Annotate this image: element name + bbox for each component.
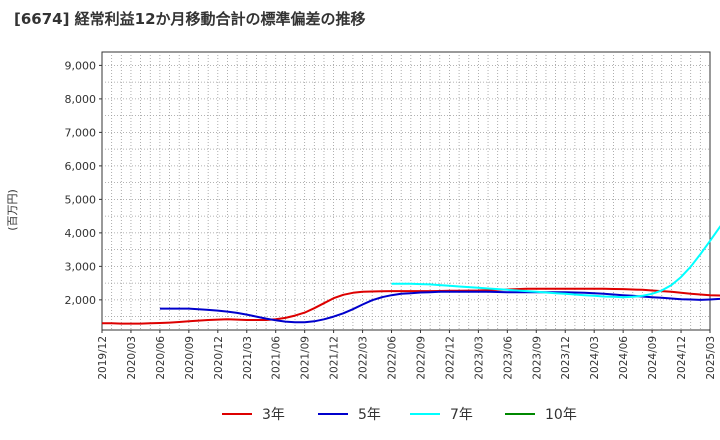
- y-tick-label: 4,000: [65, 227, 97, 240]
- x-tick-label: 2022/06: [387, 336, 399, 380]
- y-tick-label: 3,000: [65, 260, 97, 273]
- x-tick-label: 2023/09: [531, 336, 543, 380]
- x-tick-label: 2025/03: [705, 336, 717, 380]
- x-tick-label: 2021/12: [329, 336, 341, 380]
- x-tick-label: 2020/06: [155, 336, 167, 380]
- legend-item-10y: 10年: [505, 404, 577, 424]
- y-tick-label: 7,000: [65, 126, 97, 139]
- x-tick-label: 2019/12: [97, 336, 109, 380]
- legend-label-5y: 5年: [358, 407, 381, 423]
- legend-swatch-10y: [505, 413, 535, 415]
- legend-item-7y: 7年: [410, 404, 473, 424]
- series-line-3年: [102, 287, 720, 325]
- y-tick-label: 9,000: [65, 59, 97, 72]
- legend-label-10y: 10年: [545, 407, 577, 423]
- x-tick-label: 2024/12: [676, 336, 688, 380]
- x-tick-label: 2022/03: [358, 336, 370, 380]
- legend-swatch-5y: [318, 413, 348, 415]
- y-tick-label: 5,000: [65, 193, 97, 206]
- legend-label-3y: 3年: [262, 407, 285, 423]
- y-tick-label: 2,000: [65, 294, 97, 307]
- legend: 3年 5年 7年 10年: [0, 404, 720, 424]
- legend-swatch-7y: [410, 413, 440, 415]
- x-tick-label: 2023/12: [560, 336, 572, 380]
- y-tick-label: 8,000: [65, 93, 97, 106]
- x-tick-label: 2022/12: [444, 336, 456, 380]
- legend-label-7y: 7年: [450, 407, 473, 423]
- x-tick-label: 2020/12: [213, 336, 225, 380]
- y-tick-label: 6,000: [65, 160, 97, 173]
- x-tick-label: 2023/06: [502, 336, 514, 380]
- x-tick-label: 2021/06: [271, 336, 283, 380]
- x-tick-label: 2022/09: [415, 336, 427, 380]
- x-tick-label: 2020/03: [126, 336, 138, 380]
- x-tick-label: 2021/09: [300, 336, 312, 380]
- x-tick-label: 2024/09: [647, 336, 659, 380]
- x-tick-label: 2024/06: [618, 336, 630, 380]
- legend-swatch-3y: [222, 413, 252, 415]
- legend-item-3y: 3年: [222, 404, 285, 424]
- legend-item-5y: 5年: [318, 404, 381, 424]
- x-tick-label: 2020/09: [184, 336, 196, 380]
- x-tick-label: 2023/03: [473, 336, 485, 380]
- x-tick-label: 2021/03: [242, 336, 254, 380]
- series-line-7年: [391, 225, 720, 299]
- x-tick-label: 2024/03: [589, 336, 601, 380]
- chart-title: [6674] 経常利益12か月移動合計の標準偏差の推移: [14, 10, 366, 28]
